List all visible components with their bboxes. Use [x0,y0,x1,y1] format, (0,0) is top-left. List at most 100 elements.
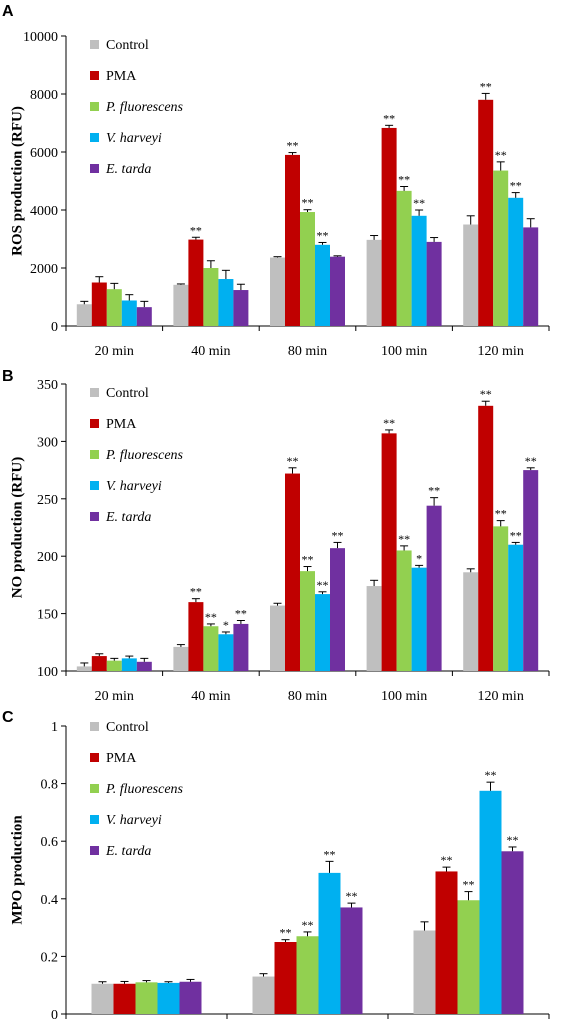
x-tick-label: 120 min [478,689,524,704]
bar [523,470,539,671]
legend-label: P. fluorescens [105,448,184,463]
significance-label: ** [383,416,395,430]
panel-letter: A [2,3,14,20]
bar [493,170,509,326]
significance-label: ** [235,606,247,620]
bar [366,239,382,326]
bar [106,660,122,671]
x-tick-label: 40 min [191,344,230,359]
bar [381,433,397,671]
bar [188,239,204,326]
significance-label: ** [463,878,475,892]
y-tick-label: 350 [37,378,58,393]
x-tick-label: 20 min [95,344,134,359]
bar [76,666,92,671]
significance-label: ** [317,578,329,592]
significance-label: ** [317,228,329,242]
bar [136,661,152,671]
bar [493,526,509,671]
bar [479,790,502,1014]
y-tick-label: 0.6 [41,835,59,850]
bar [91,983,114,1014]
bar [135,982,158,1014]
bar [136,307,152,326]
significance-label: ** [507,833,519,847]
bar [296,936,319,1014]
significance-label: ** [525,454,537,468]
bar [366,586,382,671]
y-tick-label: 250 [37,493,58,508]
x-tick-label: 100 min [381,689,427,704]
significance-label: ** [413,196,425,210]
bar [274,942,297,1014]
bar [411,567,427,671]
legend-swatch [90,388,99,397]
y-tick-label: 200 [37,550,58,565]
panel-letter: C [2,709,14,726]
legend-label: PMA [106,751,137,766]
x-tick-label: 40 min [191,689,230,704]
panel-a: A ROS production (RFU) 0 2000 4000 6000 8000 10… [2,3,550,359]
significance-label: ** [398,173,410,187]
legend-swatch [90,102,99,111]
significance-label: ** [428,484,440,498]
bar [121,300,137,326]
legend-label: E. tarda [105,844,151,859]
legend-label: Control [106,720,149,735]
x-tick-label: 80 min [288,344,327,359]
legend-label: P. fluorescens [105,782,184,797]
significance-label: ** [287,454,299,468]
legend-swatch [90,164,99,173]
significance-label: ** [302,196,314,210]
legend-swatch [90,846,99,855]
bar [270,605,285,671]
y-tick-label: 300 [37,435,58,450]
legend-label: V. harveyi [106,813,162,828]
significance-label: ** [510,179,522,193]
legend-label: V. harveyi [106,131,162,146]
bar [233,623,249,671]
panel-b: B NO production (RFU) 100 150 200 250 300 350 20… [2,368,550,704]
bar [179,981,202,1014]
significance-label: ** [287,139,299,153]
y-tick-label: 0 [51,320,58,335]
bar [91,282,107,326]
significance-label: ** [346,889,358,903]
x-tick-label: 20 min [95,689,134,704]
significance-label: ** [480,387,492,401]
bar [285,154,300,326]
bar [523,227,539,326]
legend-swatch [90,71,99,80]
bar [173,646,189,671]
bar [315,594,330,671]
bar [340,907,363,1014]
bar [463,224,479,326]
significance-label: * [223,618,229,632]
bar [203,626,219,671]
significance-label: ** [324,847,336,861]
bar [157,982,180,1014]
bar [106,289,122,326]
bar [315,244,330,326]
bar [218,634,234,671]
y-tick-label: 6000 [30,146,58,161]
panel-letter: B [2,368,14,385]
bar [121,658,137,671]
bar [318,872,341,1014]
bar [270,257,285,326]
bar [435,871,458,1014]
bar [91,656,107,671]
bar [508,544,524,671]
bar [252,976,275,1014]
legend-swatch [90,753,99,762]
significance-label: ** [190,585,202,599]
legend-swatch [90,722,99,731]
bar [330,548,345,671]
y-tick-label: 2000 [30,262,58,277]
significance-label: ** [302,553,314,567]
significance-label: ** [441,853,453,867]
y-axis-label: MPO production [9,815,25,925]
bar [381,127,397,327]
y-axis-label: NO production (RFU) [9,457,25,598]
